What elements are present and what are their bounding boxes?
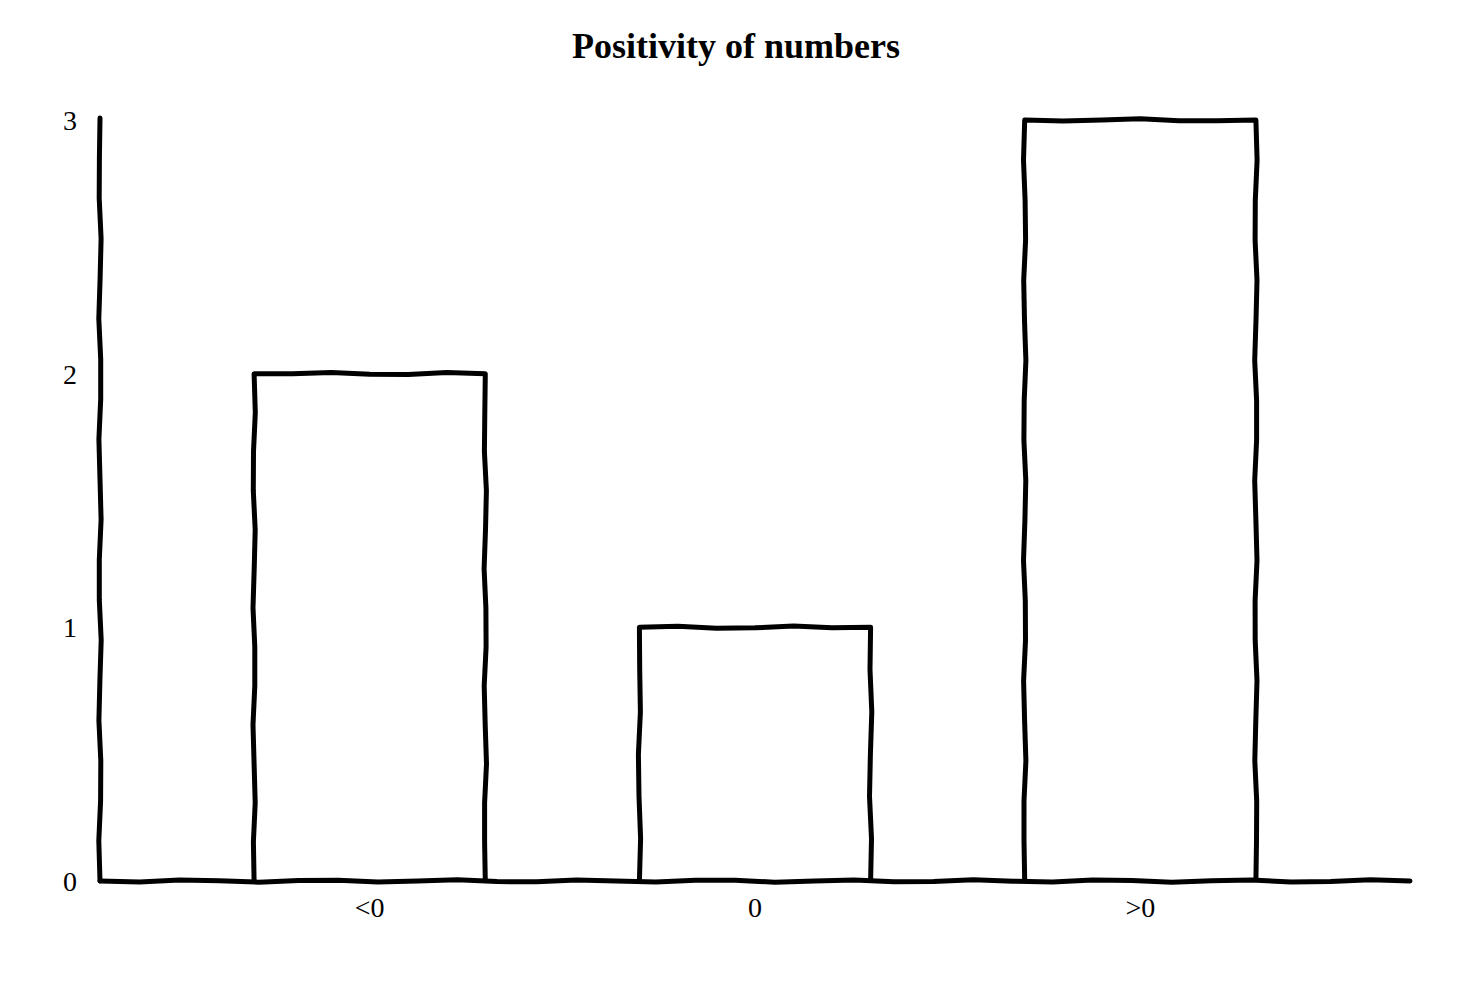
chart: Positivity of numbers 0 1 2 3 <0 0 >0 [0, 0, 1472, 982]
y-tick-label: 1 [63, 612, 77, 643]
x-tick-label: 0 [748, 892, 762, 923]
bar [638, 626, 871, 881]
x-axis [100, 880, 1410, 882]
bar [253, 373, 487, 882]
x-tick-label: >0 [1125, 892, 1155, 923]
y-tick-label: 0 [63, 866, 77, 897]
y-axis [99, 118, 101, 881]
bars [253, 119, 1257, 881]
y-tick-label: 3 [63, 105, 77, 136]
bar [1024, 119, 1258, 881]
title: Positivity of numbers [572, 26, 900, 66]
y-tick-label: 2 [63, 359, 77, 390]
x-tick-label: <0 [355, 892, 385, 923]
